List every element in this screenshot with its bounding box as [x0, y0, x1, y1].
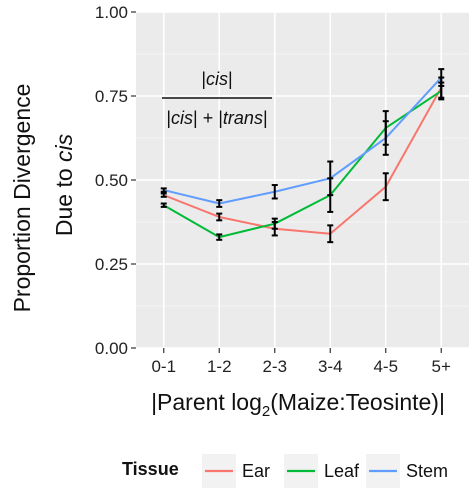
error-bars [160, 68, 445, 244]
ratio-annotation: |cis| |cis| + |trans| [162, 69, 272, 128]
x-tick-label: 3-4 [318, 357, 343, 376]
y-tick-label: 0.75 [95, 87, 128, 106]
error-bar-ear [216, 212, 223, 222]
series-line-stem [163, 76, 442, 205]
legend-title: Tissue [122, 459, 179, 479]
legend: Tissue Ear Leaf Stem [122, 454, 448, 488]
annotation-denominator: |cis| + |trans| [166, 108, 267, 128]
error-bar-ear [160, 192, 167, 198]
error-bar-leaf [160, 202, 167, 208]
error-bar-stem [382, 120, 389, 156]
series-line-leaf [163, 90, 442, 239]
legend-label: Leaf [324, 461, 360, 481]
error-bar-ear [327, 224, 334, 244]
error-bar-stem [438, 68, 445, 87]
error-bar-leaf [216, 233, 223, 241]
x-tick-label: 0-1 [151, 357, 176, 376]
series-line-ear [163, 87, 443, 235]
y-tick-label: 0.25 [95, 255, 128, 274]
y-axis-title-line2: Due to cis [51, 133, 77, 236]
legend-item-ear: Ear [202, 454, 270, 488]
error-bar-stem [271, 184, 278, 200]
y-tick-label: 0.50 [95, 171, 128, 190]
error-bar-leaf [271, 217, 278, 230]
error-bar-stem [216, 199, 223, 208]
y-tick-label: 1.00 [95, 3, 128, 22]
legend-label: Ear [242, 461, 270, 481]
series-lines [163, 76, 443, 239]
error-bar-stem [160, 187, 167, 193]
x-tick-label: 1-2 [207, 357, 232, 376]
annotation-numerator: |cis| [201, 69, 232, 89]
y-tick-label: 0.00 [95, 339, 128, 358]
error-bar-ear [382, 172, 389, 202]
legend-label: Stem [406, 461, 448, 481]
y-axis: 0.00 0.25 0.50 0.75 1.00 [95, 3, 136, 358]
legend-item-leaf: Leaf [284, 454, 360, 488]
x-tick-label: 2-3 [262, 357, 287, 376]
x-tick-label: 5+ [432, 357, 451, 376]
x-axis-title: |Parent log2(Maize:Teosinte)| [151, 389, 445, 420]
error-bar-stem [327, 160, 334, 197]
y-axis-title-line1: Proportion Divergence [9, 84, 35, 313]
legend-item-stem: Stem [366, 454, 448, 488]
x-axis: 0-1 1-2 2-3 3-4 4-5 5+ [151, 348, 451, 376]
x-tick-label: 4-5 [373, 357, 398, 376]
